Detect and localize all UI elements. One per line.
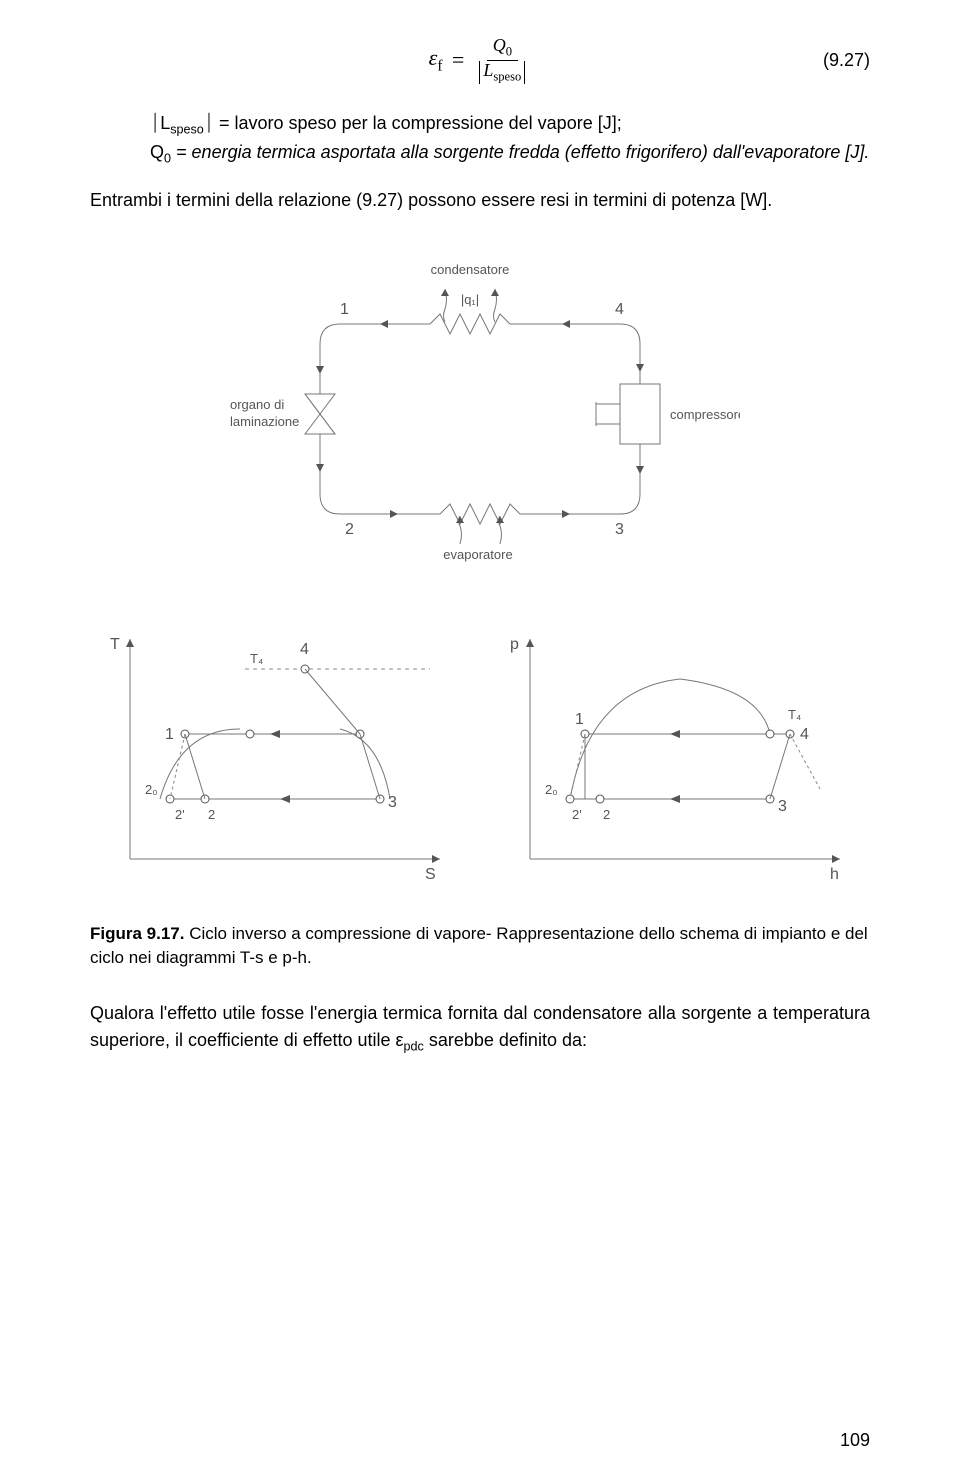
node-4: 4 bbox=[615, 301, 624, 318]
svg-text:2: 2 bbox=[208, 807, 215, 822]
compressore-label: compressore bbox=[670, 407, 740, 422]
def-lspeso: ⏐Lspeso⏐ = lavoro speso per la compressi… bbox=[150, 110, 870, 139]
epsilon-sub: f bbox=[437, 57, 442, 74]
node-1: 1 bbox=[340, 301, 349, 318]
diagram-pair: T S T₄ 4 1 bbox=[90, 619, 870, 904]
evaporatore-label: evaporatore bbox=[443, 547, 512, 562]
node-2: 2 bbox=[345, 521, 354, 538]
svg-text:1: 1 bbox=[165, 726, 174, 743]
svg-text:p: p bbox=[510, 636, 519, 653]
def1-sub: speso bbox=[170, 123, 204, 137]
equation-number: (9.27) bbox=[823, 50, 870, 71]
circuit-diagram: condensatore |q₁| 1 4 organo di laminazi… bbox=[220, 234, 740, 599]
caption-bold: Figura 9.17. bbox=[90, 924, 184, 943]
den-l: L bbox=[483, 60, 493, 80]
para2-sub: pdc bbox=[404, 1039, 424, 1053]
para2-post: sarebbe definito da: bbox=[424, 1030, 587, 1050]
def1-pre: ⏐L bbox=[150, 113, 170, 133]
svg-text:1: 1 bbox=[575, 711, 584, 728]
den-l-sub: speso bbox=[493, 69, 521, 83]
equation-row: εf = Q0 Lspeso (9.27) bbox=[90, 30, 870, 90]
svg-text:2': 2' bbox=[572, 807, 582, 822]
figure-caption: Figura 9.17. Ciclo inverso a compression… bbox=[90, 922, 870, 970]
svg-text:h: h bbox=[830, 866, 839, 883]
caption-text: Ciclo inverso a compressione di vapore- … bbox=[90, 924, 868, 967]
paragraph-2: Qualora l'effetto utile fosse l'energia … bbox=[90, 1000, 870, 1056]
svg-text:T₄: T₄ bbox=[250, 651, 263, 666]
laminazione-label: laminazione bbox=[230, 414, 299, 429]
num-q-sub: 0 bbox=[506, 45, 512, 59]
equation-9-27: εf = Q0 Lspeso bbox=[429, 36, 532, 84]
node-3: 3 bbox=[615, 521, 624, 538]
fraction: Q0 Lspeso bbox=[473, 36, 531, 84]
page-number: 109 bbox=[840, 1430, 870, 1451]
num-q: Q bbox=[493, 35, 506, 55]
svg-text:2₀: 2₀ bbox=[145, 782, 158, 797]
def-q0: Q0 = energia termica asportata alla sorg… bbox=[150, 139, 870, 168]
organo-label: organo di bbox=[230, 397, 284, 412]
definition-block: ⏐Lspeso⏐ = lavoro speso per la compressi… bbox=[90, 110, 870, 169]
svg-text:4: 4 bbox=[800, 726, 809, 743]
def2-sub: 0 bbox=[164, 152, 171, 166]
svg-text:4: 4 bbox=[300, 641, 309, 658]
def2-post: = energia termica asportata alla sorgent… bbox=[171, 142, 869, 162]
svg-text:T: T bbox=[110, 636, 120, 653]
condensatore-label: condensatore bbox=[431, 262, 510, 277]
svg-text:2₀: 2₀ bbox=[545, 782, 558, 797]
svg-text:2': 2' bbox=[175, 807, 185, 822]
paragraph-1: Entrambi i termini della relazione (9.27… bbox=[90, 187, 870, 214]
ts-diagram: T S T₄ 4 1 bbox=[90, 619, 470, 904]
def2-pre: Q bbox=[150, 142, 164, 162]
svg-text:2: 2 bbox=[603, 807, 610, 822]
equals-sign: = bbox=[450, 47, 465, 73]
q1-label: |q₁| bbox=[461, 292, 479, 307]
ph-diagram: p h 1 4 T₄ bbox=[490, 619, 870, 904]
svg-text:T₄: T₄ bbox=[788, 707, 801, 722]
def1-post: ⏐ = lavoro speso per la compressione del… bbox=[204, 113, 622, 133]
svg-text:3: 3 bbox=[778, 798, 787, 815]
svg-text:S: S bbox=[425, 866, 436, 883]
svg-text:3: 3 bbox=[388, 794, 397, 811]
